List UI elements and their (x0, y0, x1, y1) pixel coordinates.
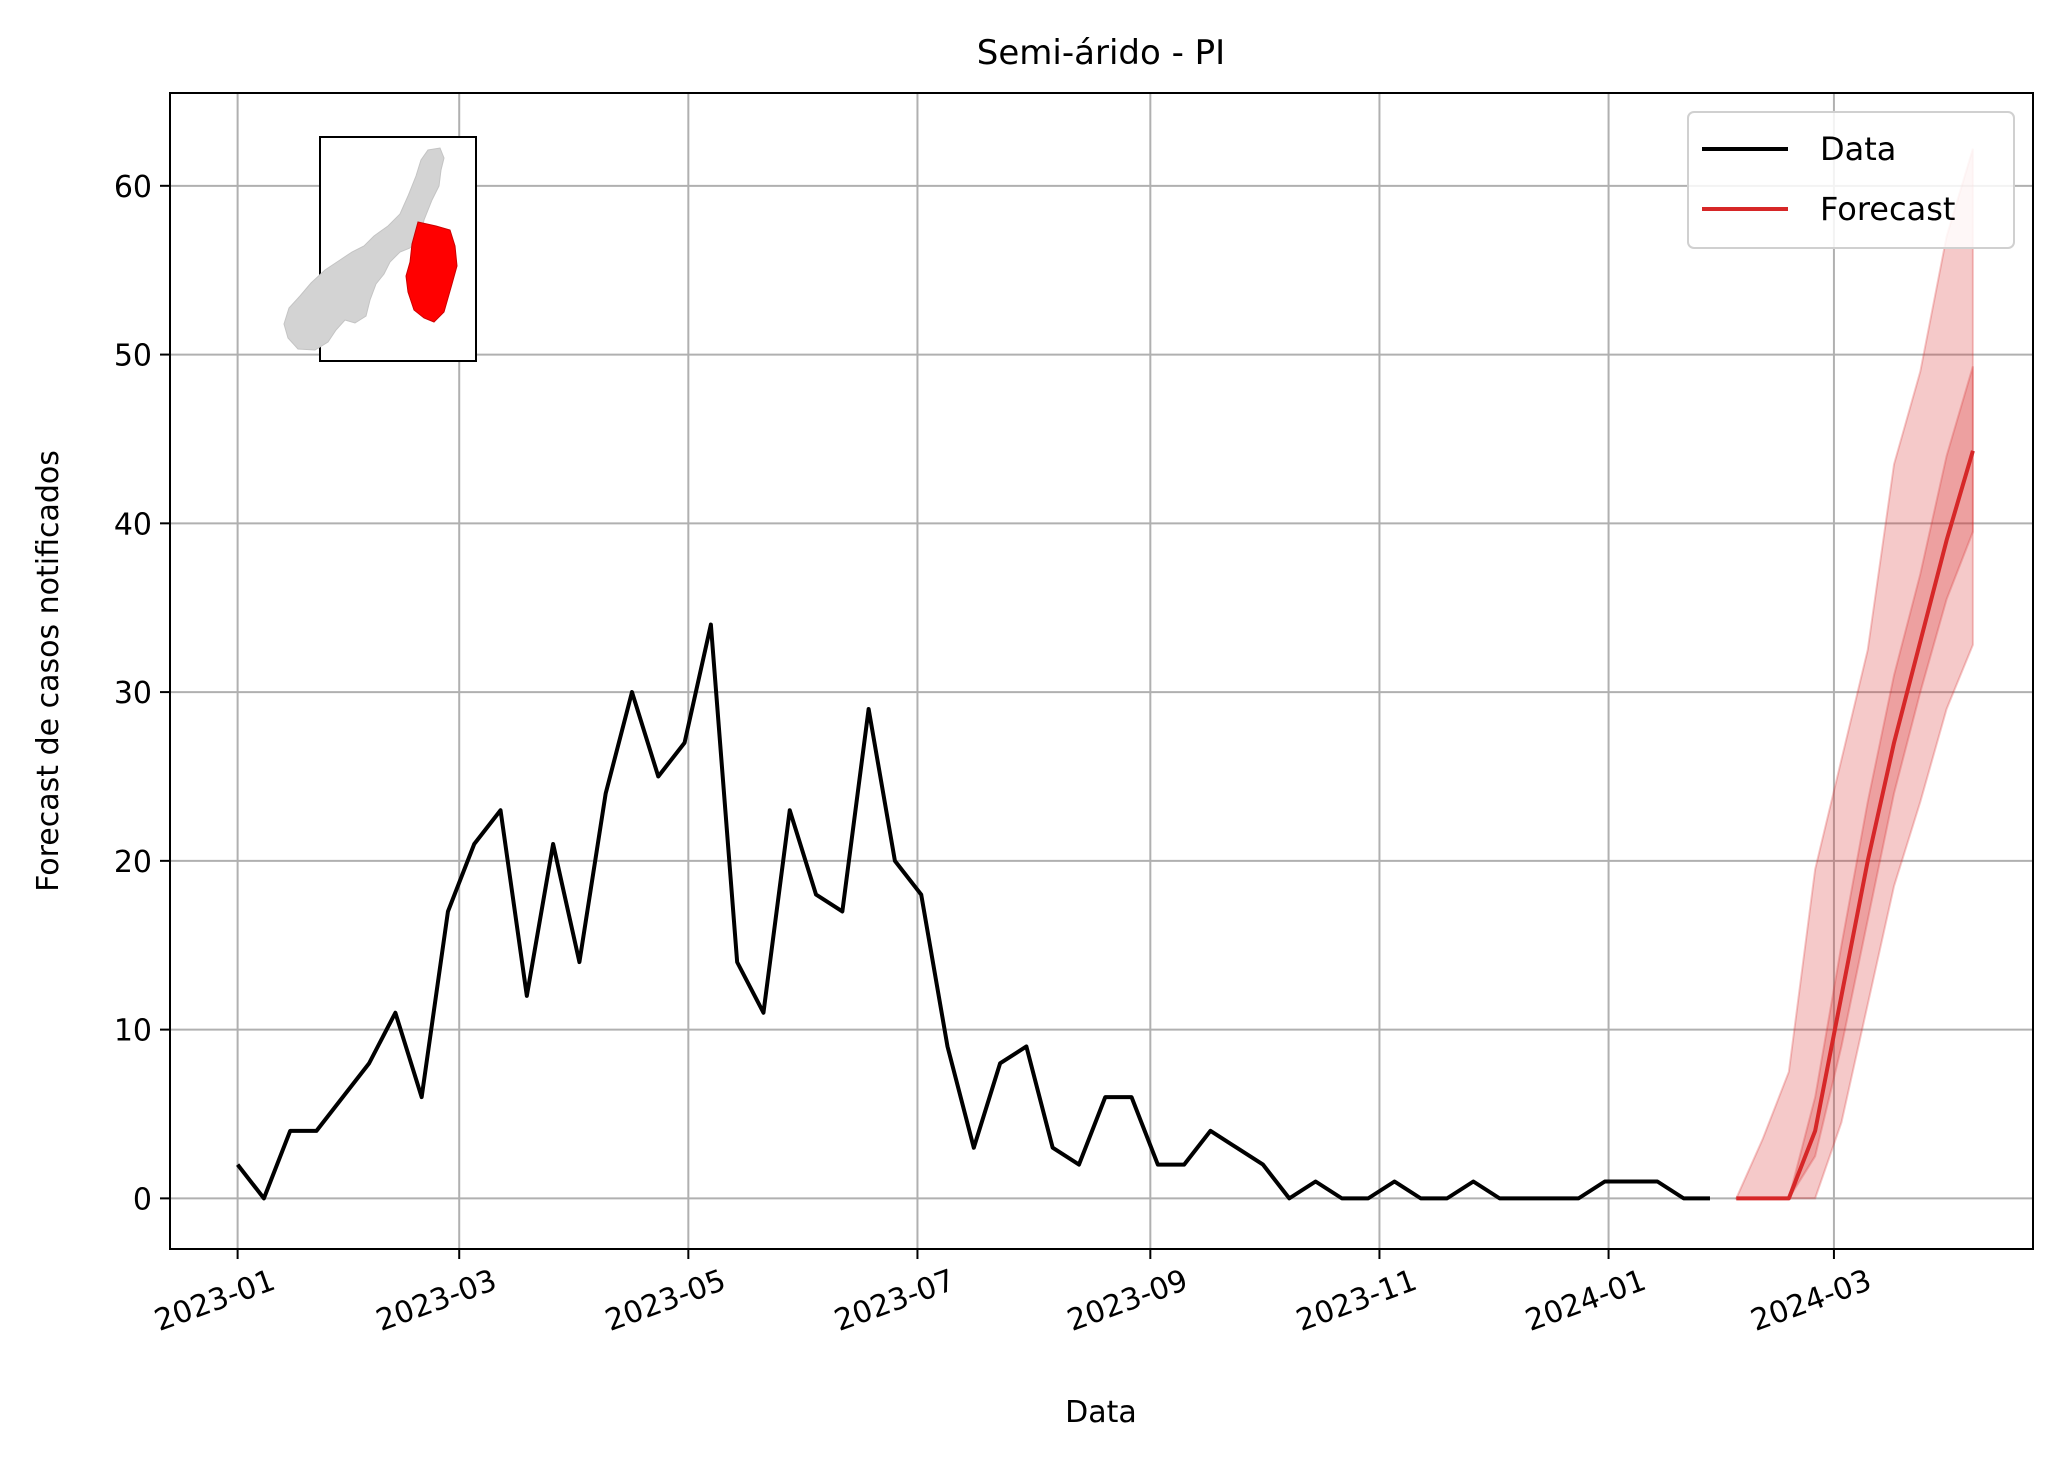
y-tick-label: 30 (114, 676, 152, 711)
inset-map (283, 136, 477, 362)
y-tick-label: 60 (114, 170, 152, 205)
series-lines (236, 450, 1975, 1201)
forecast-series-line (1736, 450, 1975, 1201)
y-tick-label: 20 (114, 845, 152, 880)
forecast-band-outer (1734, 148, 1974, 1200)
chart-title: Semi-árido - PI (977, 33, 1225, 73)
semi-arid-region-shape (405, 221, 458, 323)
x-axis-label: Data (1065, 1395, 1137, 1430)
y-tick-label: 0 (133, 1182, 152, 1217)
legend-label-forecast: Forecast (1820, 190, 1955, 228)
legend-label-data: Data (1820, 130, 1896, 168)
forecast-bands (1734, 148, 1974, 1200)
grid-lines (170, 93, 2033, 1249)
data-series-line (236, 622, 1710, 1201)
state-map-shape (283, 147, 445, 351)
forecast-band-inner (1736, 366, 1974, 1200)
legend-box (1687, 111, 2015, 249)
y-tick-label: 40 (114, 507, 152, 542)
legend: Data Forecast (1687, 111, 2015, 249)
y-tick-label: 10 (114, 1014, 152, 1049)
plot-frame (169, 92, 2034, 1250)
y-axis-label: Forecast de casos notificados (31, 450, 66, 892)
y-tick-label: 50 (114, 339, 152, 374)
y-axis-ticks: 0 10 20 30 40 50 60 (114, 170, 170, 1217)
